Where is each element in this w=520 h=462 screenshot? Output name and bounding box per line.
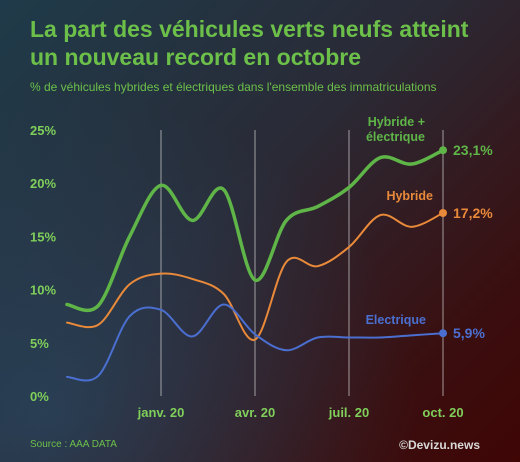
- series-line: [66, 211, 444, 341]
- y-tick-label: 15%: [30, 229, 56, 244]
- chart-title: La part des véhicules verts neufs attein…: [30, 16, 469, 70]
- series-label-electric: Electrique: [366, 313, 426, 327]
- y-tick-label: 20%: [30, 176, 56, 191]
- series-end-point: [439, 208, 447, 217]
- y-tick-label: 10%: [30, 283, 56, 298]
- y-tick-label: 5%: [30, 336, 49, 351]
- series-end-point: [439, 146, 447, 155]
- series-end-point: [439, 329, 447, 338]
- series-label-hybrid: Hybride: [386, 189, 433, 203]
- end-value-label: 17,2%: [453, 205, 493, 221]
- series-line: [66, 303, 444, 382]
- x-tick-label: juil. 20: [328, 405, 369, 420]
- end-value-label: 5,9%: [453, 325, 485, 341]
- x-tick-label: avr. 20: [235, 405, 276, 420]
- credit-label: ©Devizu.news: [399, 438, 480, 452]
- y-tick-label: 0%: [30, 389, 49, 404]
- end-value-label: 23,1%: [453, 142, 493, 158]
- chart-subtitle: % de véhicules hybrides et électriques d…: [30, 80, 437, 94]
- series-label-hybrid-electric: électrique: [366, 130, 425, 144]
- source-note: Source : AAA DATA: [30, 439, 117, 450]
- series-line: [65, 148, 445, 313]
- x-tick-label: oct. 20: [422, 405, 463, 420]
- series-label-hybrid-electric: Hybride +: [368, 115, 425, 129]
- x-tick-label: janv. 20: [137, 405, 185, 420]
- y-tick-label: 25%: [30, 123, 56, 138]
